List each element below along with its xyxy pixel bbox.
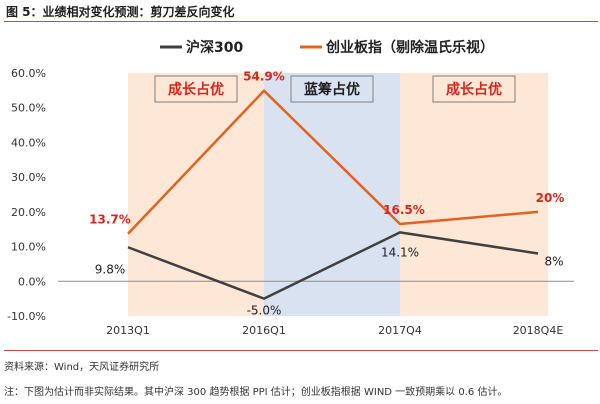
estimate-note: 注：下图为估计而非实际结果。其中沪深 300 趋势根据 PPI 估计；创业板指根…: [4, 387, 508, 398]
x-tick-label: 2018Q4E: [513, 324, 564, 337]
legend-label: 创业板指（剔除温氏乐视）: [325, 39, 494, 56]
region-label-box: [432, 75, 516, 103]
y-tick-label: 30.0%: [11, 171, 46, 184]
data-label: 16.5%: [383, 203, 425, 217]
footer-divider: [4, 350, 598, 351]
data-label: 20%: [536, 191, 565, 205]
source-note: 资料来源：Wind，天风证券研究所: [4, 362, 160, 373]
regions-layer: 成长占优 蓝筹占优 成长占优: [128, 73, 548, 316]
y-tick-label: 50.0%: [11, 102, 46, 115]
label-layer: 9.8% -5.0% 14.1% 8% 13.7% 54.9% 16.5% 20%: [89, 70, 564, 318]
y-tick-label: 60.0%: [11, 67, 46, 80]
data-label: 14.1%: [381, 245, 419, 259]
x-tick-label: 2016Q1: [242, 324, 286, 337]
y-tick-label: 10.0%: [11, 241, 46, 254]
figure-title: 图 5：业绩相对变化预测：剪刀差反向变化: [6, 5, 235, 19]
region-label: 蓝筹占优: [304, 81, 360, 98]
data-label: 54.9%: [243, 70, 285, 84]
series-line: [127, 89, 539, 235]
y-tick-label: 20.0%: [11, 206, 46, 219]
data-label: 13.7%: [89, 213, 131, 227]
series-line: [127, 231, 539, 300]
title-divider: [4, 21, 598, 22]
region-label-box: [290, 75, 374, 103]
y-tick-label: 40.0%: [11, 136, 46, 149]
legend: 沪深300 创业板指（剔除温氏乐视）: [160, 39, 494, 56]
x-tick-label: 2013Q1: [106, 324, 150, 337]
region-label-box: [154, 75, 238, 103]
legend-label: 沪深300: [186, 39, 243, 56]
region-band: [400, 73, 548, 316]
x-tick-label: 2017Q4: [378, 324, 422, 337]
series-layer: [127, 89, 539, 300]
data-label: -5.0%: [247, 304, 282, 318]
data-label: 9.8%: [95, 262, 126, 276]
region-label: 成长占优: [168, 81, 224, 98]
region-label: 成长占优: [446, 81, 502, 98]
y-tick-label: 0.0%: [18, 275, 46, 288]
region-band: [128, 73, 264, 316]
line-chart: 成长占优 蓝筹占优 成长占优 -10.0% 0.0% 10.0% 20.0% 30.0% 40…: [7, 39, 574, 337]
axis-layer: -10.0% 0.0% 10.0% 20.0% 30.0% 40.0% 50.0% 60.0%…: [7, 67, 574, 337]
y-tick-label: -10.0%: [7, 310, 46, 323]
data-label: 8%: [544, 255, 563, 269]
